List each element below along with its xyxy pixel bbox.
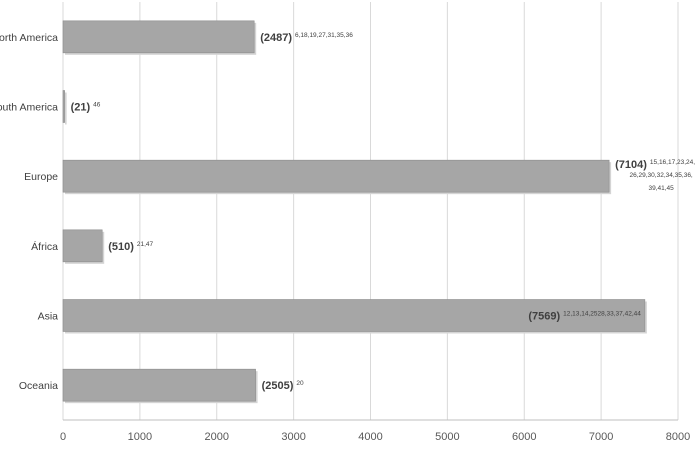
y-category-label: North America — [0, 32, 58, 44]
data-label-value: (7569) — [528, 311, 560, 323]
x-tick-label: 8000 — [666, 431, 690, 443]
x-tick-label: 2000 — [205, 431, 229, 443]
data-label-value: (2505) — [262, 380, 294, 392]
data-label: (21) 46 — [71, 102, 101, 114]
data-label-value: (21) — [71, 102, 91, 114]
bar-europe — [62, 159, 610, 193]
data-label-references: 26,29,30,32,34,35,36, — [629, 172, 692, 179]
data-label-references: 39,41,45 — [648, 185, 674, 192]
data-label-references: 20 — [296, 380, 304, 387]
x-tick-label: 7000 — [589, 431, 613, 443]
x-tick-label: 5000 — [435, 431, 459, 443]
y-category-label: South America — [0, 102, 58, 114]
y-category-label: Europe — [24, 171, 58, 183]
bar-shadow — [65, 92, 67, 125]
data-label-value: (2487) — [260, 32, 292, 44]
data-label-value: (510) — [108, 241, 134, 253]
data-label: (7104) 15,16,17,23,24, — [615, 159, 695, 171]
data-label-references: 6,18,19,27,31,35,36 — [295, 32, 353, 39]
y-category-label: Oceania — [19, 380, 58, 392]
bar-asia — [62, 299, 646, 332]
data-label-references: 21,47 — [137, 241, 154, 248]
data-label-references: 15,16,17,23,24, — [650, 159, 695, 166]
data-label-references: 12,13,14,2528,33,37,42,44 — [563, 311, 641, 318]
data-label: (7569) 12,13,14,2528,33,37,42,44 — [528, 311, 641, 323]
bar--frica — [62, 229, 103, 263]
data-label: (2505) 20 — [262, 380, 304, 392]
bar-south-america — [62, 90, 65, 123]
x-tick-label: 3000 — [281, 431, 305, 443]
x-tick-label: 1000 — [128, 431, 152, 443]
bar-north-america — [62, 20, 255, 54]
x-tick-label: 6000 — [512, 431, 536, 443]
x-tick-label: 4000 — [358, 431, 382, 443]
y-category-label: Asia — [38, 311, 59, 323]
x-tick-label: 0 — [60, 431, 66, 443]
bar-oceania — [62, 368, 256, 402]
data-label-value: (7104) — [615, 159, 647, 171]
data-label: (2487) 6,18,19,27,31,35,36 — [260, 32, 353, 44]
data-label-references: 46 — [93, 102, 101, 109]
y-category-label: África — [31, 240, 58, 253]
data-label: (510) 21,47 — [108, 241, 153, 253]
